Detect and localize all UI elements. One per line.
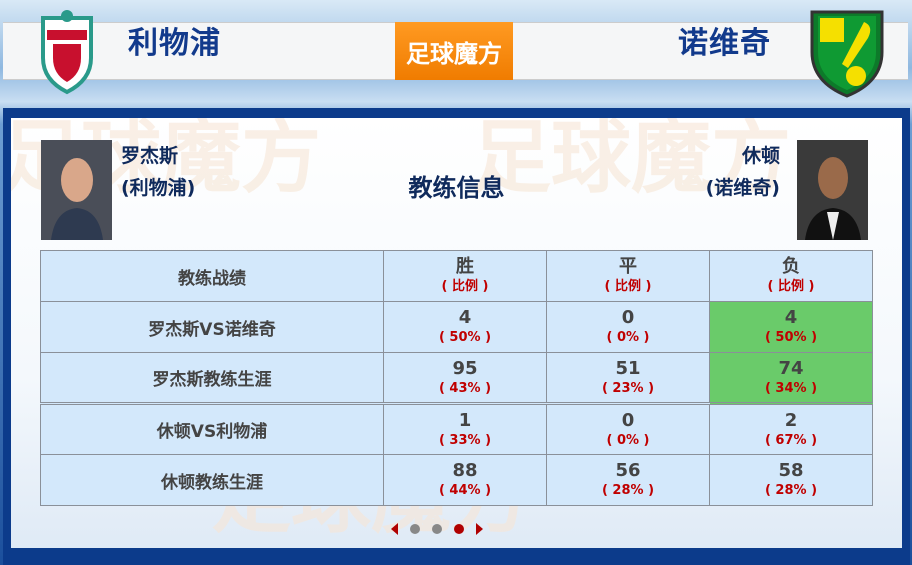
away-coach-photo bbox=[797, 140, 868, 240]
stat-value: 51 bbox=[615, 357, 641, 379]
stat-percent: ( 44% ) bbox=[438, 483, 492, 498]
stat-cell: 74( 34% ) bbox=[709, 352, 873, 404]
away-coach-team: (诺维奇) bbox=[705, 177, 780, 199]
stat-cell: 95( 43% ) bbox=[383, 352, 547, 404]
home-coach-photo bbox=[41, 140, 112, 240]
home-coach-label: 罗杰斯 bbox=[121, 145, 179, 167]
stat-cell: 2( 67% ) bbox=[709, 402, 873, 455]
header-label: 负 bbox=[782, 256, 800, 277]
home-team-name: 利物浦 bbox=[128, 26, 221, 61]
stat-cell: 58 ( 28% ) bbox=[709, 454, 873, 506]
row-label: 罗杰斯教练生涯 bbox=[40, 352, 384, 404]
stat-percent: ( 0% ) bbox=[606, 330, 650, 345]
liverpool-crest-icon bbox=[41, 10, 93, 95]
header-label: 教练战绩 bbox=[178, 268, 246, 289]
stat-cell: 0( 0% ) bbox=[546, 402, 710, 455]
table-row: 罗杰斯VS诺维奇 4 ( 50% ) 0 ( 0% ) 4 ( 50% ) bbox=[40, 301, 873, 353]
table-row: 休顿VS利物浦 1( 33% ) 0( 0% ) 2( 67% ) bbox=[40, 402, 873, 455]
stat-cell: 56 ( 28% ) bbox=[546, 454, 710, 506]
table-row: 休顿教练生涯 88 ( 44% ) 56 ( 28% ) 58 ( 28% ) bbox=[40, 454, 873, 506]
stat-value: 0 bbox=[621, 307, 635, 328]
stat-percent: ( 50% ) bbox=[438, 330, 492, 345]
row-label: 休顿VS利物浦 bbox=[40, 402, 384, 455]
stat-percent: ( 33% ) bbox=[438, 432, 492, 448]
stat-percent: ( 43% ) bbox=[438, 380, 492, 396]
stat-cell: 4 ( 50% ) bbox=[709, 301, 873, 353]
header-sub: ( 比例 ) bbox=[441, 279, 489, 294]
stat-value: 58 bbox=[778, 460, 804, 481]
stat-percent: ( 0% ) bbox=[606, 432, 650, 448]
header-cell: 教练战绩 bbox=[40, 250, 384, 302]
row-label: 休顿教练生涯 bbox=[40, 454, 384, 506]
stat-percent: ( 23% ) bbox=[601, 380, 655, 396]
page-title: 教练信息 bbox=[408, 174, 505, 202]
stat-cell: 88 ( 44% ) bbox=[383, 454, 547, 506]
stat-value: 74 bbox=[778, 357, 804, 379]
page-dot[interactable] bbox=[432, 524, 442, 534]
header-cell: 胜 ( 比例 ) bbox=[383, 250, 547, 302]
coach-record-table: 教练战绩 胜 ( 比例 ) 平 ( 比例 ) 负 ( 比例 ) 罗杰斯VS诺维奇 4 ( 50% … bbox=[40, 250, 873, 506]
table-row: 罗杰斯教练生涯 95( 43% ) 51( 23% ) 74( 34% ) bbox=[40, 352, 873, 404]
pager bbox=[391, 523, 483, 535]
next-arrow-icon[interactable] bbox=[476, 523, 483, 535]
coach-panel: 足球魔方 足球魔方 足球魔方 罗杰斯(利物浦) 教练信息 休顿(诺维奇) 教练战… bbox=[3, 108, 910, 565]
stat-cell: 0 ( 0% ) bbox=[546, 301, 710, 353]
stat-value: 95 bbox=[452, 357, 478, 379]
watermark: 足球魔方 bbox=[471, 118, 791, 204]
page-dot[interactable] bbox=[410, 524, 420, 534]
stat-value: 4 bbox=[458, 307, 472, 328]
header-sub: ( 比例 ) bbox=[767, 279, 815, 294]
prev-arrow-icon[interactable] bbox=[391, 523, 398, 535]
home-coach-team: (利物浦) bbox=[121, 177, 196, 199]
stat-value: 0 bbox=[621, 409, 635, 431]
stat-cell: 1( 33% ) bbox=[383, 402, 547, 455]
stat-cell: 4 ( 50% ) bbox=[383, 301, 547, 353]
header-sub: ( 比例 ) bbox=[604, 279, 652, 294]
row-label: 罗杰斯VS诺维奇 bbox=[40, 301, 384, 353]
page-dot-active[interactable] bbox=[454, 524, 464, 534]
site-logo[interactable]: 足球魔方 bbox=[395, 22, 513, 80]
header-cell: 平 ( 比例 ) bbox=[546, 250, 710, 302]
stat-value: 88 bbox=[452, 460, 478, 481]
stat-percent: ( 67% ) bbox=[764, 432, 818, 448]
stat-percent: ( 28% ) bbox=[601, 483, 655, 498]
stat-percent: ( 34% ) bbox=[764, 380, 818, 396]
header-cell: 负 ( 比例 ) bbox=[709, 250, 873, 302]
stat-value: 56 bbox=[615, 460, 641, 481]
stat-value: 4 bbox=[784, 307, 798, 328]
away-coach-name: 休顿 (诺维奇) bbox=[706, 140, 780, 204]
away-team-name: 诺维奇 bbox=[678, 26, 771, 61]
stat-value: 1 bbox=[458, 409, 472, 431]
stat-value: 2 bbox=[784, 409, 798, 431]
table-header-row: 教练战绩 胜 ( 比例 ) 平 ( 比例 ) 负 ( 比例 ) bbox=[40, 250, 873, 302]
home-coach-name: 罗杰斯 (利物浦) bbox=[121, 140, 195, 204]
header-label: 胜 bbox=[456, 256, 474, 277]
stat-cell: 51( 23% ) bbox=[546, 352, 710, 404]
norwich-crest-icon bbox=[810, 10, 884, 98]
stat-percent: ( 50% ) bbox=[764, 330, 818, 345]
away-coach-label: 休顿 bbox=[741, 145, 780, 167]
header-label: 平 bbox=[619, 256, 637, 277]
stat-percent: ( 28% ) bbox=[764, 483, 818, 498]
